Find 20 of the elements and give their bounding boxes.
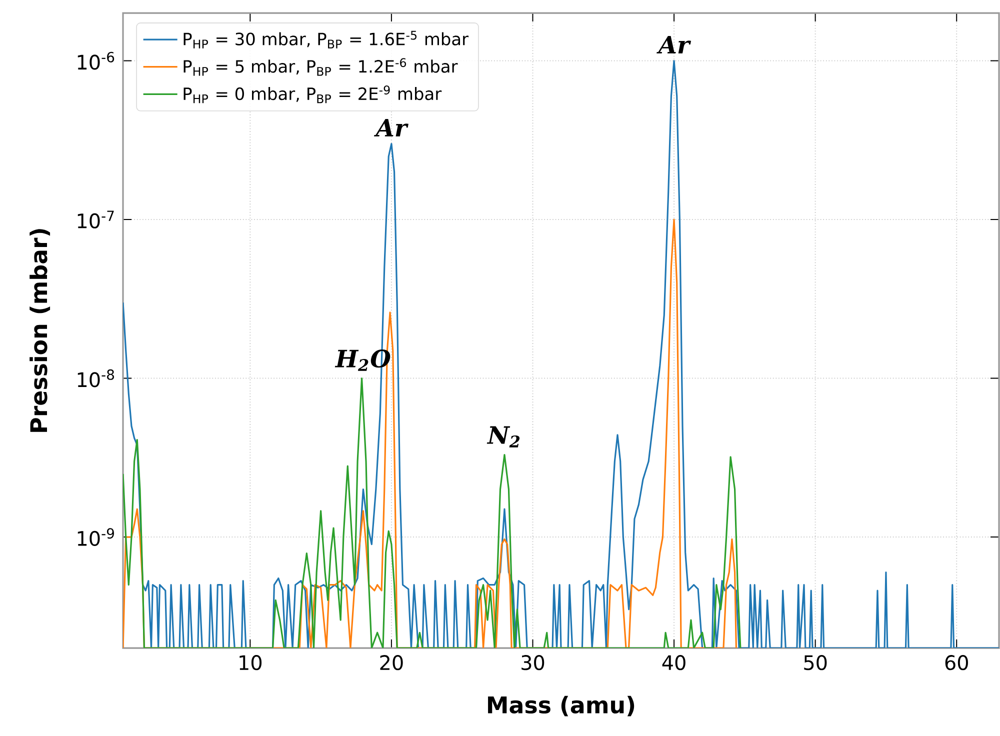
y-tick-label: 10$^{-8}$ bbox=[78, 369, 114, 388]
x-tick-label: 40 bbox=[662, 655, 686, 670]
line-series bbox=[123, 60, 999, 648]
x-axis-title: Mass (amu) bbox=[488, 696, 634, 716]
x-tick-label: 20 bbox=[380, 655, 403, 670]
y-tick-label: 10$^{-6}$ bbox=[78, 52, 114, 70]
x-tick-label: 10 bbox=[240, 655, 262, 670]
y-axis-title: Pression (mbar) bbox=[30, 229, 50, 432]
x-tick-label: 60 bbox=[945, 655, 968, 670]
y-tick-label: 10$^{-7}$ bbox=[78, 210, 114, 228]
annotation: Ar bbox=[656, 36, 692, 54]
annotation: Ar bbox=[374, 118, 408, 136]
legend-label: P$_{HP}$ = 0 mbar, P$_{BP}$ = 2E$^{-9}$ mbar bbox=[184, 86, 442, 104]
x-tick-label: 30 bbox=[522, 655, 544, 670]
y-tick-label: 10$^{-9}$ bbox=[78, 528, 114, 546]
line-series bbox=[123, 377, 742, 648]
legend-label: P$_{HP}$ = 5 mbar, P$_{BP}$ = 1.2E$^{-6}$ mbar bbox=[184, 58, 458, 76]
x-tick-label: 50 bbox=[804, 655, 827, 670]
annotation: N$_{2}$ bbox=[486, 426, 520, 448]
legend-label: P$_{HP}$ = 30 mbar, P$_{BP}$ = 1.6E$^{-5}$ mbar bbox=[184, 30, 469, 48]
